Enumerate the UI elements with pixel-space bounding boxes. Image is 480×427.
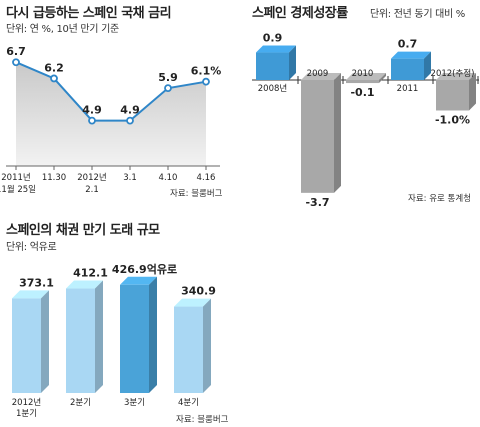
maturity-bar-top bbox=[66, 280, 103, 289]
maturity-value-label: 412.1 bbox=[73, 267, 108, 280]
yield-x-label: 2012년 bbox=[77, 172, 106, 183]
maturity-category-label: 2분기 bbox=[70, 398, 91, 408]
yield-x-label: 3.1 bbox=[123, 173, 137, 183]
yield-value-label: 6.1% bbox=[191, 65, 222, 78]
yield-x-label: 4.16 bbox=[197, 173, 216, 183]
maturity-bar-side bbox=[95, 280, 103, 393]
yield-x-label: 11월 25일 bbox=[0, 184, 36, 195]
maturity-bar bbox=[12, 298, 41, 393]
maturity-bar-top bbox=[174, 298, 211, 307]
growth-value-label: -3.7 bbox=[305, 196, 329, 209]
yield-point bbox=[50, 74, 58, 83]
yield-chart-unit: 단위: 연 %, 10년 만기 기준 bbox=[6, 24, 119, 35]
growth-bar-side bbox=[289, 45, 296, 80]
yield-point bbox=[12, 58, 20, 67]
maturity-value-label: 426.9억유로 bbox=[112, 263, 177, 276]
growth-value-label: -0.1 bbox=[350, 86, 374, 99]
maturity-bar-side bbox=[203, 298, 211, 393]
yield-value-label: 6.7 bbox=[6, 45, 26, 58]
growth-chart-unit: 단위: 전년 동기 대비 % bbox=[370, 9, 465, 20]
growth-chart-title: 스페인 경제성장률 bbox=[252, 6, 348, 21]
maturity-category-label: 2012년 bbox=[12, 397, 41, 408]
maturity-bar-side bbox=[41, 290, 49, 393]
maturity-category-label: 3분기 bbox=[124, 398, 145, 408]
growth-category-label: 2010 bbox=[352, 69, 374, 79]
maturity-bar bbox=[66, 288, 95, 393]
growth-bar-side bbox=[424, 51, 431, 80]
growth-category-label: 2009 bbox=[307, 69, 329, 79]
growth-bar bbox=[391, 58, 424, 80]
yield-point bbox=[164, 84, 172, 93]
yield-x-label: 2.1 bbox=[85, 185, 99, 195]
yield-value-label: 4.9 bbox=[82, 104, 102, 117]
maturity-bar bbox=[120, 284, 149, 393]
maturity-value-label: 373.1 bbox=[19, 276, 54, 289]
maturity-bar-top bbox=[12, 290, 49, 299]
growth-bar-side bbox=[469, 73, 476, 111]
growth-bar-side bbox=[379, 73, 386, 84]
growth-bar-top bbox=[436, 73, 476, 80]
maturity-category-label: 4분기 bbox=[178, 398, 199, 408]
growth-bar-top bbox=[256, 45, 296, 53]
maturity-bar-side bbox=[149, 276, 157, 393]
maturity-chart-title: 스페인의 채권 만기 도래 규모 bbox=[6, 223, 160, 238]
yield-point bbox=[202, 77, 210, 86]
growth-bar bbox=[301, 80, 334, 193]
maturity-bar-top bbox=[120, 276, 157, 285]
growth-value-label: 0.9 bbox=[263, 32, 283, 45]
yield-value-label: 5.9 bbox=[158, 71, 178, 84]
yield-point bbox=[126, 116, 134, 125]
yield-value-label: 4.9 bbox=[120, 104, 140, 117]
yield-chart-title: 다시 급등하는 스페인 국채 금리 bbox=[6, 6, 172, 21]
growth-value-label: 0.7 bbox=[398, 38, 418, 51]
growth-category-label: 2011 bbox=[397, 84, 419, 94]
yield-line bbox=[15, 61, 207, 122]
growth-category-label: 2008년 bbox=[258, 83, 287, 94]
yield-point bbox=[88, 116, 96, 125]
growth-bar-top bbox=[391, 51, 431, 59]
yield-chart-source: 자료: 블룸버그 bbox=[170, 189, 223, 199]
growth-bar bbox=[436, 80, 469, 111]
maturity-category-label: 1분기 bbox=[16, 409, 37, 419]
growth-value-label: -1.0% bbox=[435, 114, 470, 127]
maturity-value-label: 340.9 bbox=[181, 285, 216, 298]
growth-bar-side bbox=[334, 73, 341, 193]
growth-bar-chart: 0.9 2008년 -3.7 2009 -0.1 2010 0.7 2011 -1.0% 2012… bbox=[252, 32, 479, 209]
growth-bar bbox=[256, 52, 289, 80]
growth-bar bbox=[346, 80, 379, 84]
yield-x-label: 2011년 bbox=[1, 172, 30, 183]
yield-value-label: 6.2 bbox=[44, 61, 64, 74]
growth-chart-source: 자료: 유로 통계청 bbox=[408, 194, 472, 204]
maturity-chart-source: 자료: 블룸버그 bbox=[176, 415, 229, 425]
yield-x-label: 4.10 bbox=[159, 173, 178, 183]
yield-area bbox=[16, 62, 206, 166]
growth-category-label: 2012(추정) bbox=[431, 68, 475, 79]
growth-bar-top bbox=[301, 73, 341, 80]
maturity-chart-unit: 단위: 억유로 bbox=[6, 242, 57, 253]
growth-bar-top bbox=[346, 73, 386, 80]
yield-x-label: 11.30 bbox=[42, 173, 66, 183]
maturity-bar bbox=[174, 306, 203, 393]
